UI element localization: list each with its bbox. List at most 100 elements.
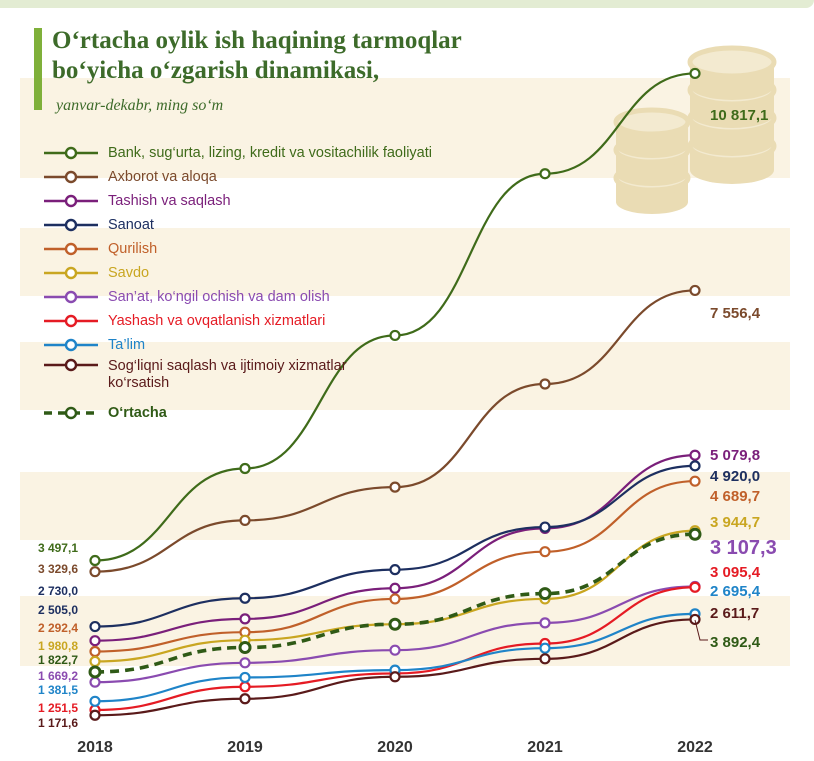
x-tick-2018: 2018: [77, 739, 113, 756]
point-0-4: [689, 67, 701, 80]
legend-item-10: O‘rtacha: [42, 402, 167, 424]
point-2-1: [239, 613, 251, 625]
end-label-6: 3 107,3: [710, 537, 777, 559]
point-3-4: [689, 460, 701, 472]
point-1-1: [239, 514, 251, 527]
legend-swatch-7: [44, 314, 98, 328]
start-label-5: 1 980,8: [38, 639, 78, 653]
point-10-0: [88, 665, 102, 679]
legend-label-10: O‘rtacha: [108, 404, 167, 421]
legend-swatch-6: [44, 290, 98, 304]
legend-label-2: Tashish va saqlash: [108, 192, 231, 209]
start-label-8: 1 381,5: [38, 683, 78, 697]
point-6-2: [389, 644, 401, 656]
legend-swatch-5: [44, 266, 98, 280]
point-10-3: [538, 587, 552, 601]
point-6-3: [539, 617, 551, 629]
legend-swatch-0: [44, 146, 98, 160]
legend-item-1: Axborot va aloqa: [42, 166, 217, 188]
coin-stack-icon: [613, 45, 777, 214]
legend-item-8: Ta’lim: [42, 334, 145, 356]
title-line-2: bo‘yicha o‘zgarish dinamikasi,: [52, 57, 380, 84]
point-1-2: [389, 481, 401, 493]
chart-subtitle: yanvar-dekabr, ming so‘m: [56, 97, 224, 114]
x-tick-2021: 2021: [527, 739, 563, 756]
legend-item-0: Bank, sug‘urta, lizing, kredit va vosita…: [42, 142, 432, 164]
series-6: [89, 580, 701, 688]
end-label-8: 2 695,4: [710, 583, 761, 600]
point-3-1: [239, 592, 251, 604]
end-label-4: 4 689,7: [710, 488, 760, 505]
point-6-1: [239, 657, 251, 669]
band-3: [20, 472, 790, 540]
legend-swatch-1: [44, 170, 98, 184]
background-bands: [20, 78, 790, 666]
point-9-3: [539, 653, 551, 665]
point-3-2: [389, 564, 401, 576]
end-label-1: 7 556,4: [710, 305, 761, 322]
end-label-5: 3 944,7: [710, 514, 760, 531]
legend-swatch-3: [44, 218, 98, 232]
end-label-9: 2 611,7: [710, 605, 759, 622]
x-tick-2020: 2020: [377, 739, 413, 756]
point-2-0: [89, 635, 101, 647]
point-1-0: [89, 566, 101, 578]
end-label-3: 4 920,0: [710, 468, 760, 485]
series-9: [89, 613, 701, 721]
end-label-10: 3 892,4: [710, 634, 761, 651]
point-2-4: [689, 449, 701, 461]
legend-label-4: Qurilish: [108, 240, 158, 257]
chart-title: O‘rtacha oylik ish haqining tarmoqlar bo…: [52, 26, 572, 86]
point-7-4: [689, 581, 701, 593]
point-0-0: [89, 554, 101, 567]
legend-label-0: Bank, sug‘urta, lizing, kredit va vosita…: [108, 144, 432, 161]
point-10-2: [388, 617, 402, 631]
series-line-1: [94, 289, 696, 573]
point-7-1: [239, 681, 251, 693]
end-labels: 10 817,1 7 556,4 5 079,8 4 920,0 4 689,7 3 94…: [694, 107, 777, 651]
band-2: [20, 342, 790, 410]
series-10: [88, 527, 702, 679]
point-3-0: [89, 620, 101, 633]
point-8-1: [239, 671, 251, 684]
legend-item-6: San’at, ko‘ngil ochish va dam olish: [42, 286, 330, 308]
point-1-3: [539, 378, 551, 390]
series-lines: [88, 67, 702, 721]
point-3-3: [539, 521, 551, 533]
end-label-7: 3 095,4: [710, 564, 761, 581]
point-10-4: [688, 527, 702, 541]
point-9-4: [689, 613, 701, 626]
band-1: [20, 228, 790, 296]
legend-swatch-9: [44, 358, 98, 372]
start-label-9: 1 251,5: [38, 701, 78, 715]
legend-item-4: Qurilish: [42, 238, 157, 260]
legend-item-7: Yashash va ovqatlanish xizmatlari: [42, 310, 325, 332]
point-0-1: [239, 462, 251, 475]
legend-swatch-4: [44, 242, 98, 256]
title-line-1: O‘rtacha oylik ish haqining tarmoqlar: [52, 27, 462, 54]
start-label-0: 3 497,1: [38, 541, 78, 555]
legend-swatch-2: [44, 194, 98, 208]
point-9-2: [389, 671, 401, 683]
band-4: [20, 596, 790, 666]
start-label-7: 1 669,2: [38, 669, 78, 683]
top-band: [0, 0, 814, 8]
point-9-1: [239, 693, 251, 705]
point-4-0: [89, 645, 101, 658]
legend-item-2: Tashish va saqlash: [42, 190, 231, 212]
legend-item-5: Savdo: [42, 262, 149, 284]
point-4-3: [539, 546, 551, 558]
legend-label-8: Ta’lim: [108, 336, 146, 353]
legend-item-3: Sanoat: [42, 214, 154, 236]
point-5-0: [89, 655, 101, 668]
start-labels: 3 497,1 3 329,6 2 730,0 2 505,0 2 292,4 1 980…: [38, 541, 78, 730]
legend-item-9: Sog‘liqni saqlash va ijtimoiy xizmatlar …: [42, 358, 358, 391]
start-label-2: 2 730,0: [38, 584, 78, 598]
end-label-2: 5 079,8: [710, 447, 760, 464]
legend-label-7: Yashash va ovqatlanish xizmatlari: [108, 312, 326, 329]
start-label-4: 2 292,4: [38, 621, 78, 635]
point-10-1: [238, 641, 252, 655]
point-8-3: [539, 642, 551, 654]
series-1: [89, 284, 701, 578]
